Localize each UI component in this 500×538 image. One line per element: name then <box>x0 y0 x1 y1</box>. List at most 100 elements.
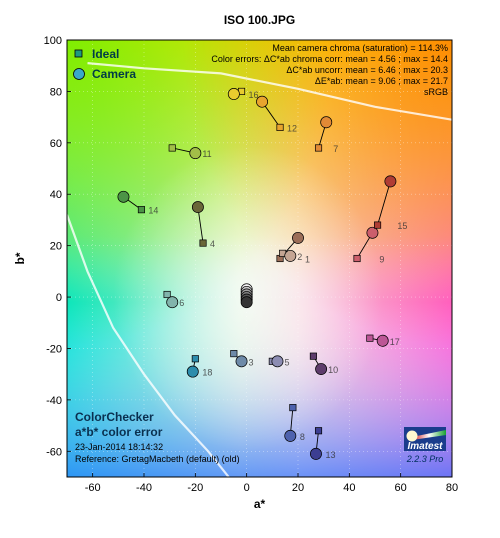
ideal-marker-10 <box>309 352 317 360</box>
camera-marker-3 <box>235 355 248 368</box>
ideal-marker-12 <box>276 123 284 131</box>
ideal-marker-18 <box>191 355 199 363</box>
logo-name: Imatest <box>407 441 443 452</box>
camera-marker-5 <box>271 355 284 368</box>
legend-camera-marker <box>73 68 85 80</box>
ideal-marker-13 <box>314 427 323 435</box>
y-tick-label: 0 <box>56 292 62 304</box>
camera-marker-11 <box>189 147 202 160</box>
y-tick-label: 100 <box>44 35 62 47</box>
caption-subtitle: a*b* color error <box>75 425 163 439</box>
caption-title: ColorChecker <box>75 410 154 424</box>
stat-delta-e: ΔE*ab: mean = 9.06 ; max = 21.7 <box>315 76 448 86</box>
ideal-marker-4 <box>199 239 207 247</box>
camera-marker-15 <box>384 175 397 188</box>
y-axis-label: b* <box>13 252 27 264</box>
patch-label-3: 3 <box>249 357 254 367</box>
grid <box>67 40 452 477</box>
patch-label-17: 17 <box>390 337 400 347</box>
legend: Ideal Camera <box>73 47 136 81</box>
patch-label-8: 8 <box>300 432 305 442</box>
x-tick-label: -40 <box>136 482 152 494</box>
y-tick-label: 40 <box>50 189 62 201</box>
ideal-marker-11 <box>168 144 176 152</box>
camera-marker-10 <box>315 363 328 375</box>
ideal-marker-17 <box>366 334 374 342</box>
patch-label-10: 10 <box>328 365 338 375</box>
logo-version: 2.2.3 Pro <box>406 454 444 464</box>
patch-label-14: 14 <box>148 206 158 216</box>
y-tick-label: 80 <box>50 86 62 98</box>
stat-chroma: Mean camera chroma (saturation) = 114.3% <box>272 43 448 53</box>
chart-caption: ColorChecker a*b* color error 23-Jan-201… <box>75 410 240 464</box>
camera-marker-16 <box>227 88 240 100</box>
legend-ideal-marker <box>74 49 83 58</box>
patch-label-4: 4 <box>210 239 215 249</box>
camera-marker-6 <box>166 296 179 309</box>
caption-reference: Reference: GretagMacbeth (default) (old) <box>75 454 240 464</box>
legend-camera-label: Camera <box>92 67 136 81</box>
patch-markers <box>117 87 397 460</box>
patch-label-6: 6 <box>179 298 184 308</box>
camera-marker-4 <box>191 201 204 214</box>
ideal-marker-6 <box>163 290 171 299</box>
x-tick-label: 40 <box>343 482 355 494</box>
x-tick-label: -20 <box>187 482 203 494</box>
patch-label-12: 12 <box>287 123 297 133</box>
gamut-curve-1 <box>67 214 230 477</box>
y-tick-label: 60 <box>50 138 62 150</box>
y-tick-label: -20 <box>46 343 62 355</box>
patch-label-7: 7 <box>333 144 338 154</box>
patch-label-2: 2 <box>297 252 302 262</box>
x-tick-label: 60 <box>395 482 407 494</box>
imatest-logo: Imatest 2.2.3 Pro <box>404 427 446 464</box>
ideal-marker-8 <box>289 404 297 412</box>
gamut-curves <box>67 62 452 477</box>
ideal-marker-14 <box>137 206 145 214</box>
color-field-layer-5 <box>67 40 452 477</box>
y-tick-label: -60 <box>46 446 62 458</box>
ideal-marker-7 <box>314 144 323 152</box>
camera-marker-7 <box>320 116 333 129</box>
x-tick-label: 0 <box>244 482 250 494</box>
stat-delta-c-uncorr: ΔC*ab uncorr: mean = 6.46 ; max = 20.3 <box>286 65 448 75</box>
patch-label-15: 15 <box>397 221 407 231</box>
caption-date: 23-Jan-2014 18:14:32 <box>75 442 163 452</box>
ideal-marker-9 <box>353 254 361 263</box>
camera-marker-12 <box>256 95 269 108</box>
camera-marker-8 <box>284 429 297 442</box>
x-tick-label: -60 <box>85 482 101 494</box>
ideal-marker-3 <box>230 350 238 358</box>
error-statistics: Mean camera chroma (saturation) = 114.3%… <box>211 43 448 97</box>
patch-label-13: 13 <box>326 450 336 460</box>
x-axis-label: a* <box>254 497 266 511</box>
camera-marker-13 <box>310 447 322 460</box>
camera-marker-14 <box>117 190 130 203</box>
x-axis: -60 -40 -20 0 20 40 60 80 <box>85 473 458 494</box>
gamut-curve-2 <box>87 62 452 121</box>
logo-stripe <box>412 430 446 440</box>
camera-marker-24 <box>240 296 253 309</box>
camera-marker-9 <box>366 226 379 239</box>
logo-sun-icon <box>406 430 418 442</box>
stat-color-space: sRGB <box>424 87 448 97</box>
patch-label-11: 11 <box>202 149 211 159</box>
camera-marker-2 <box>284 249 297 262</box>
chart-title: ISO 100.JPG <box>224 13 295 27</box>
patch-label-1: 1 <box>305 255 310 265</box>
error-line-15 <box>377 181 391 226</box>
patch-label-5: 5 <box>284 357 289 367</box>
y-tick-label: 20 <box>50 241 62 253</box>
camera-marker-18 <box>186 365 199 378</box>
error-line-4 <box>197 207 204 244</box>
ideal-marker-15 <box>374 221 382 229</box>
legend-ideal-label: Ideal <box>92 47 119 61</box>
stat-delta-c-corr: Color errors: ΔC*ab chroma corr: mean = … <box>211 54 448 64</box>
patch-label-18: 18 <box>202 368 212 378</box>
x-tick-label: 20 <box>292 482 304 494</box>
plot-frame <box>66 39 453 478</box>
camera-marker-1 <box>292 231 304 244</box>
